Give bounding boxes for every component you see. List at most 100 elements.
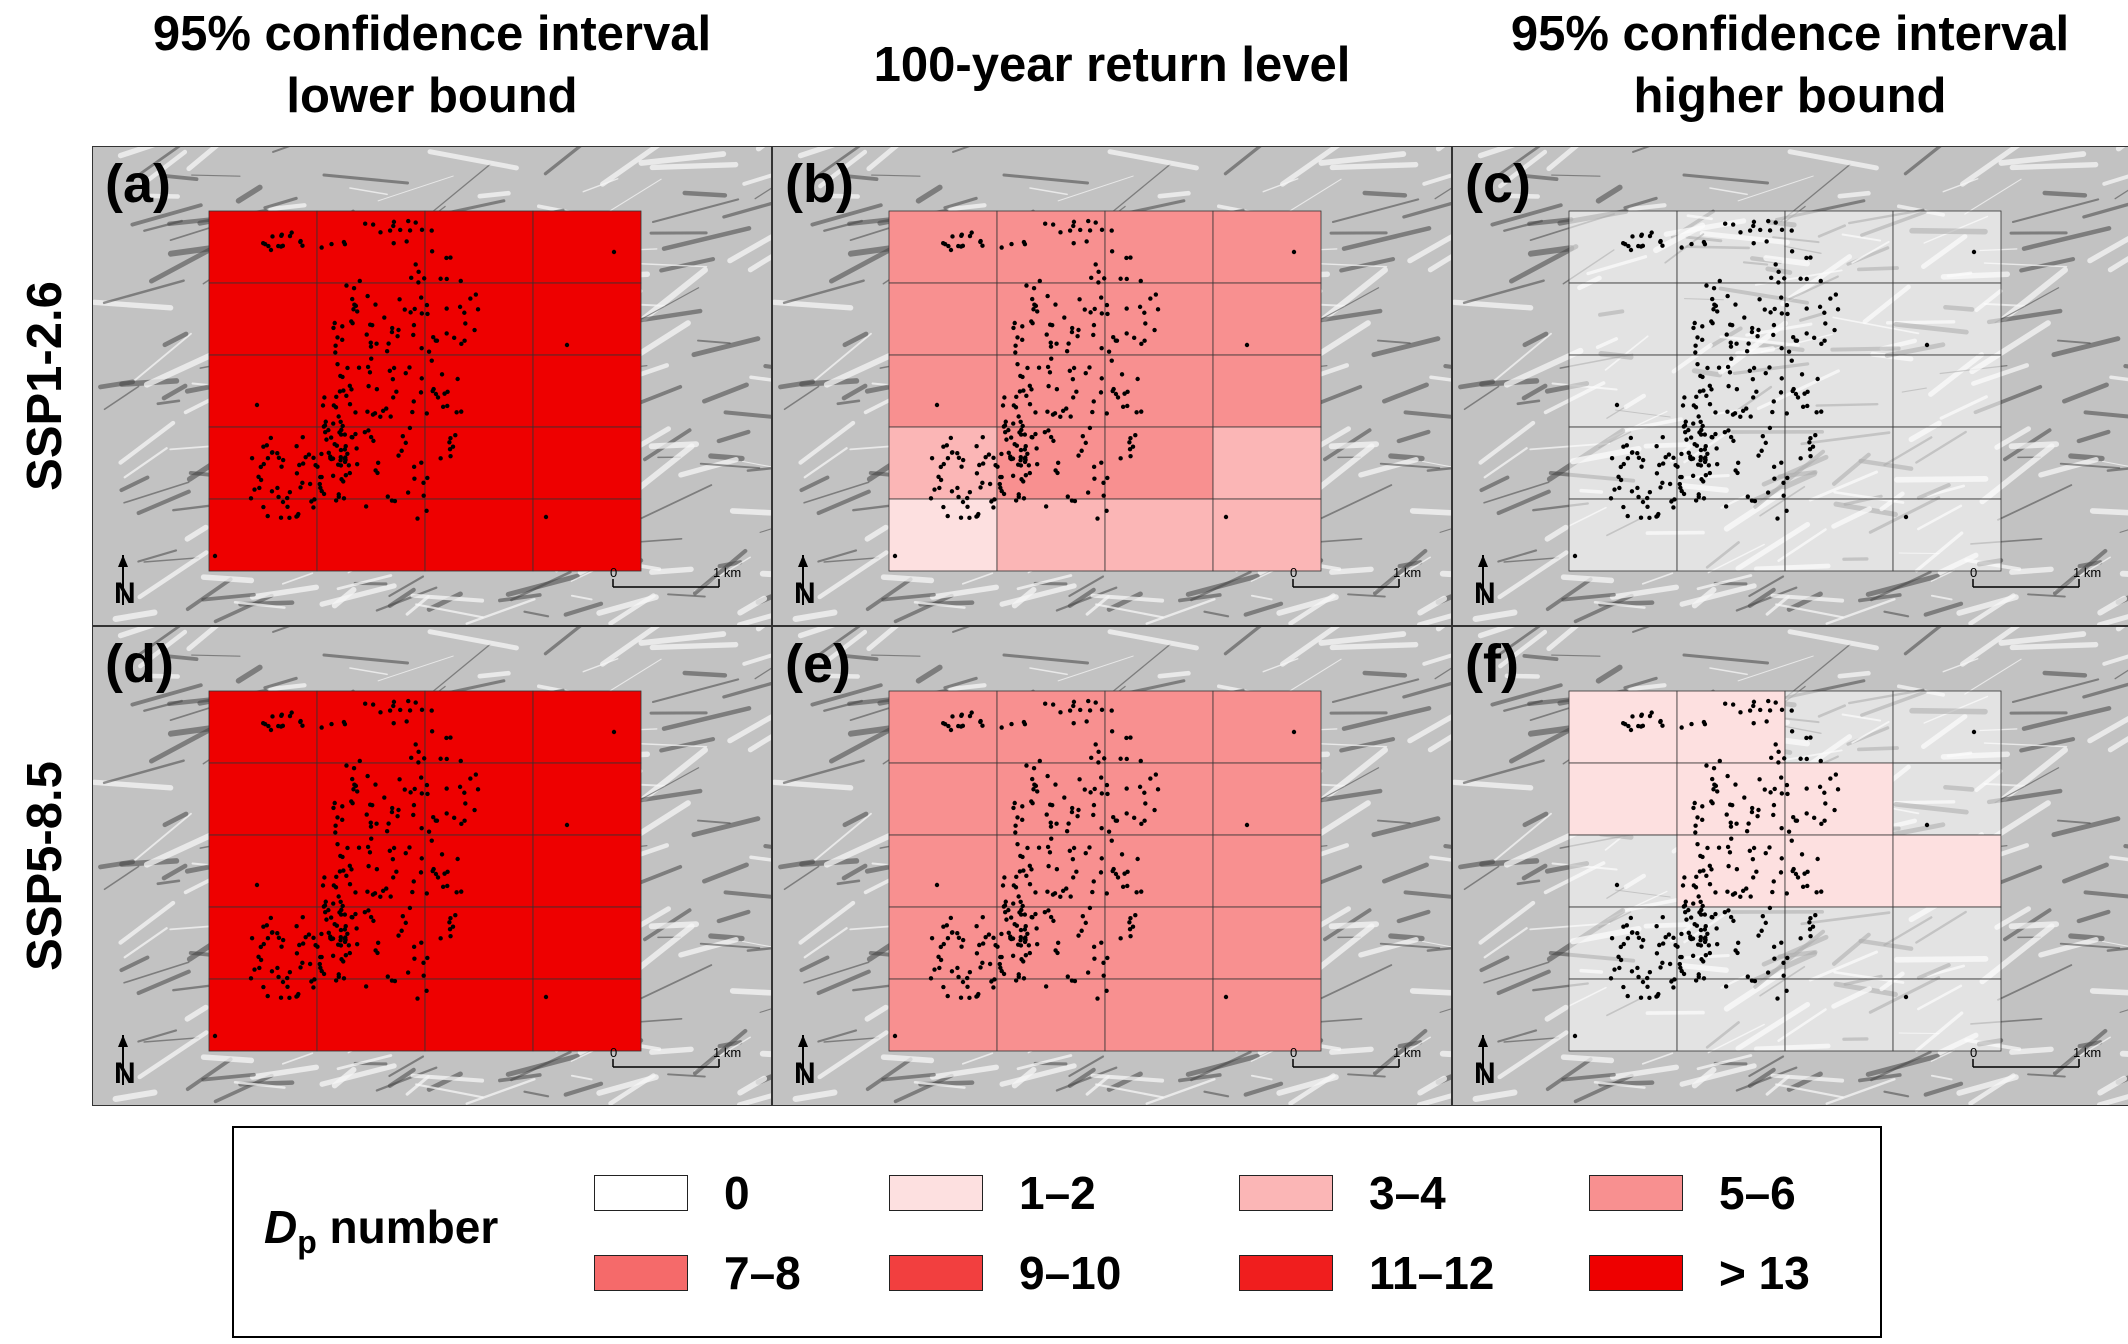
point-marker bbox=[1138, 278, 1143, 284]
point-marker bbox=[391, 703, 396, 709]
point-marker bbox=[1024, 283, 1029, 288]
point-marker bbox=[371, 438, 376, 444]
point-marker bbox=[1822, 338, 1827, 343]
grid-cell-r1-c3 bbox=[1892, 282, 2002, 356]
point-marker bbox=[1647, 995, 1652, 1001]
point-marker bbox=[1763, 370, 1768, 376]
point-marker bbox=[1713, 431, 1718, 437]
point-marker bbox=[411, 464, 417, 470]
point-marker bbox=[986, 932, 992, 937]
point-marker bbox=[1131, 815, 1137, 821]
point-marker bbox=[1099, 460, 1104, 465]
point-marker bbox=[1693, 498, 1699, 503]
point-marker bbox=[403, 370, 408, 376]
point-marker bbox=[1682, 395, 1687, 400]
north-label: N bbox=[1474, 1057, 1496, 1090]
point-marker bbox=[1728, 820, 1733, 825]
point-marker bbox=[1786, 829, 1792, 834]
point-marker bbox=[1698, 927, 1704, 933]
point-marker bbox=[340, 903, 345, 909]
point-marker bbox=[368, 824, 374, 829]
point-marker bbox=[1654, 443, 1659, 449]
point-marker bbox=[960, 499, 966, 505]
point-marker bbox=[261, 461, 266, 467]
point-marker bbox=[269, 450, 275, 455]
point-marker bbox=[1807, 440, 1812, 445]
grid-cell-r3-c2 bbox=[1104, 906, 1214, 980]
point-marker bbox=[1758, 707, 1763, 713]
legend-label: 7–8 bbox=[724, 1247, 801, 1299]
grid-cell-r0-c0 bbox=[208, 210, 318, 284]
point-marker bbox=[949, 930, 955, 935]
scale-start-label: 0 bbox=[1290, 1045, 1297, 1060]
north-label: N bbox=[794, 577, 816, 610]
point-marker bbox=[1775, 516, 1780, 521]
point-marker bbox=[1689, 241, 1694, 247]
point-marker bbox=[934, 882, 940, 888]
point-marker bbox=[318, 485, 323, 491]
point-marker bbox=[1647, 969, 1653, 975]
point-marker bbox=[1071, 721, 1076, 726]
point-marker bbox=[1075, 333, 1080, 339]
point-marker bbox=[1092, 786, 1097, 792]
point-marker bbox=[1127, 927, 1133, 932]
point-marker bbox=[1671, 505, 1676, 510]
point-marker bbox=[347, 402, 353, 407]
north-arrow-icon: N bbox=[114, 1035, 136, 1090]
legend-item: > 13 bbox=[1589, 1246, 1810, 1300]
point-marker bbox=[1020, 423, 1025, 429]
point-marker bbox=[384, 348, 390, 354]
point-marker bbox=[311, 455, 316, 461]
point-marker bbox=[1048, 824, 1054, 829]
point-marker bbox=[323, 419, 328, 424]
point-marker bbox=[276, 974, 281, 980]
point-marker bbox=[1024, 873, 1029, 879]
point-marker bbox=[462, 310, 467, 315]
grid-cell-r2-c3 bbox=[532, 354, 642, 428]
point-marker bbox=[980, 960, 985, 966]
point-marker bbox=[1002, 395, 1007, 400]
point-marker bbox=[1048, 434, 1054, 440]
point-marker bbox=[1723, 984, 1729, 989]
point-marker bbox=[1811, 815, 1817, 821]
point-marker bbox=[298, 719, 303, 725]
point-marker bbox=[1679, 931, 1684, 937]
point-marker bbox=[1666, 932, 1672, 937]
point-marker bbox=[433, 871, 439, 877]
point-marker bbox=[1065, 974, 1070, 979]
point-marker bbox=[1751, 219, 1757, 225]
point-marker bbox=[338, 927, 344, 933]
point-marker bbox=[1052, 891, 1058, 896]
point-marker bbox=[328, 915, 334, 920]
point-marker bbox=[307, 481, 313, 487]
point-marker bbox=[462, 818, 467, 823]
point-marker bbox=[416, 280, 421, 285]
point-marker bbox=[1101, 493, 1106, 498]
point-marker bbox=[1636, 455, 1642, 460]
point-marker bbox=[1087, 905, 1093, 911]
point-marker bbox=[300, 960, 305, 966]
point-marker bbox=[1067, 848, 1073, 853]
point-marker bbox=[999, 725, 1004, 730]
grid-cell-r1-c2 bbox=[424, 282, 534, 356]
point-marker bbox=[1091, 399, 1096, 404]
point-marker bbox=[1799, 852, 1805, 857]
point-marker bbox=[387, 228, 393, 233]
point-marker bbox=[1067, 708, 1073, 713]
point-marker bbox=[1765, 970, 1771, 975]
point-marker bbox=[1621, 941, 1626, 947]
point-marker bbox=[1104, 782, 1110, 788]
point-marker bbox=[409, 755, 414, 761]
point-marker bbox=[1011, 883, 1017, 888]
point-marker bbox=[329, 241, 334, 247]
point-marker bbox=[967, 489, 973, 495]
point-marker bbox=[419, 825, 424, 831]
point-marker bbox=[1786, 349, 1792, 354]
point-marker bbox=[1763, 850, 1768, 856]
point-marker bbox=[366, 908, 371, 913]
point-marker bbox=[411, 879, 416, 884]
point-marker bbox=[1608, 976, 1614, 981]
point-marker bbox=[1098, 870, 1104, 875]
point-marker bbox=[424, 411, 429, 416]
